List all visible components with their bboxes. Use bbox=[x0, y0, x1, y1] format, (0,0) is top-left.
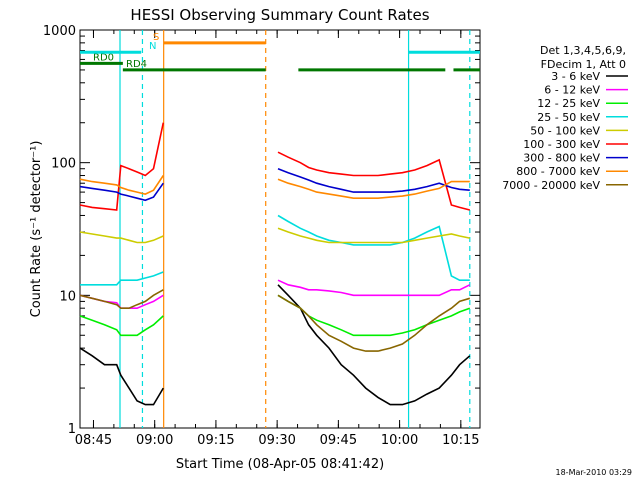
series-line bbox=[79, 231, 164, 244]
series-line bbox=[277, 151, 470, 211]
series-line bbox=[277, 227, 470, 244]
legend-label: 50 - 100 keV bbox=[530, 124, 600, 137]
series-line bbox=[79, 347, 164, 406]
legend-header-line1: Det 1,3,4,5,6,9, bbox=[540, 44, 626, 57]
series-line bbox=[80, 271, 164, 286]
flags-layer: RD0 RD4 SN bbox=[80, 32, 480, 72]
series-line bbox=[79, 289, 164, 310]
x-tick-label: 09:30 bbox=[258, 433, 295, 448]
series-line bbox=[277, 294, 471, 352]
chart-title: HESSI Observing Summary Count Rates bbox=[130, 6, 429, 24]
y-tick-label: 100 bbox=[51, 157, 76, 172]
legend-label: 800 - 7000 keV bbox=[516, 165, 600, 178]
legend-label: 6 - 12 keV bbox=[544, 84, 600, 97]
legend-label: 25 - 50 keV bbox=[537, 111, 600, 124]
x-tick-label: 09:15 bbox=[197, 433, 234, 448]
series-line bbox=[277, 178, 470, 199]
footer-timestamp: 18-Mar-2010 03:29 bbox=[556, 468, 633, 477]
plot-frame bbox=[79, 29, 481, 429]
x-tick-label: 10:15 bbox=[442, 433, 479, 448]
flag-label: RD4 bbox=[126, 59, 147, 70]
y-tick-label: 10 bbox=[59, 289, 76, 304]
series-line bbox=[79, 175, 164, 195]
x-tick-label: 08:45 bbox=[75, 433, 112, 448]
flag-label: S bbox=[153, 32, 159, 43]
x-tick-label: 10:00 bbox=[381, 433, 418, 448]
vertical-markers bbox=[119, 30, 471, 428]
series-line bbox=[277, 279, 471, 297]
y-axis-label: Count Rate (s⁻¹ detector⁻¹) bbox=[29, 141, 44, 318]
flag-label: RD0 bbox=[93, 52, 114, 63]
series-line bbox=[79, 182, 164, 202]
flag-label: N bbox=[149, 41, 156, 52]
legend-label: 300 - 800 keV bbox=[523, 152, 600, 165]
axis-ticks: 1 10 100 1000 08:45 09:00 09:15 09:30 09:45 10:00… bbox=[43, 24, 480, 448]
series-line bbox=[277, 167, 470, 193]
x-axis-label: Start Time (08-Apr-05 08:41:42) bbox=[176, 457, 384, 472]
series-line bbox=[79, 122, 165, 211]
legend-label: 12 - 25 keV bbox=[537, 97, 600, 110]
series-line bbox=[79, 315, 164, 337]
y-tick-label: 1000 bbox=[43, 24, 76, 39]
series-line bbox=[277, 214, 470, 282]
legend-label: 3 - 6 keV bbox=[551, 70, 600, 83]
legend-header-line2: FDecim 1, Att 0 bbox=[541, 58, 626, 71]
x-tick-label: 09:00 bbox=[136, 433, 173, 448]
x-tick-label: 09:45 bbox=[320, 433, 357, 448]
series-layer bbox=[79, 122, 471, 406]
series-line bbox=[277, 284, 471, 406]
y-tick-label: 1 bbox=[68, 422, 76, 437]
legend-label: 7000 - 20000 keV bbox=[502, 179, 600, 192]
legend-label: 100 - 300 keV bbox=[523, 138, 600, 151]
legend: Det 1,3,4,5,6,9, FDecim 1, Att 0 3 - 6 k… bbox=[502, 44, 628, 192]
